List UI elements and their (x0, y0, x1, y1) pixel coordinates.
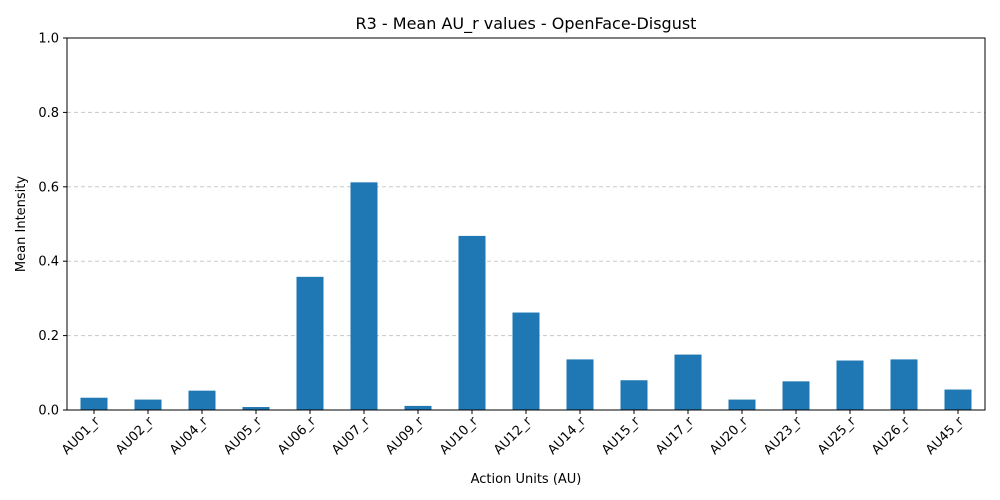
bar-au10-r (458, 235, 486, 410)
bar-au06-r (296, 276, 324, 410)
bars (80, 182, 972, 410)
bar-au09-r (404, 405, 432, 410)
bar-au02-r (134, 399, 162, 410)
x-tick-label: AU17_r (653, 414, 697, 458)
x-tick-label: AU23_r (761, 414, 805, 458)
x-tick-label: AU01_r (59, 414, 103, 458)
bar-au05-r (242, 407, 270, 410)
x-tick-label: AU20_r (707, 414, 751, 458)
bar-au25-r (836, 360, 864, 410)
y-tick-label: 0.0 (38, 404, 59, 419)
bar-au20-r (728, 399, 756, 410)
y-axis: 0.0 0.2 0.4 0.6 0.8 1.0 (38, 32, 67, 419)
bar-au26-r (890, 359, 918, 410)
bar-au17-r (674, 354, 702, 410)
x-tick-label: AU14_r (545, 414, 589, 458)
y-axis-label: Mean Intensity (14, 176, 29, 272)
bar-au12-r (512, 312, 540, 410)
x-tick-label: AU02_r (113, 414, 157, 458)
y-tick-label: 0.2 (38, 329, 59, 344)
bar-au45-r (944, 389, 972, 410)
y-tick-label: 0.8 (38, 106, 59, 121)
x-tick-label: AU05_r (221, 414, 265, 458)
x-tick-label: AU45_r (923, 414, 967, 458)
x-tick-label: AU15_r (599, 414, 643, 458)
x-tick-label: AU12_r (491, 414, 535, 458)
x-tick-label: AU07_r (329, 414, 373, 458)
x-axis: AU01_r AU02_r AU04_r AU05_r AU06_r AU07_r AU09… (59, 410, 967, 458)
bar-au07-r (350, 182, 378, 410)
y-tick-label: 0.4 (38, 255, 59, 270)
x-tick-label: AU26_r (869, 414, 913, 458)
x-tick-label: AU04_r (167, 414, 211, 458)
grid-lines (67, 111, 985, 337)
bar-au14-r (566, 359, 594, 410)
x-tick-label: AU09_r (383, 414, 427, 458)
bar-au15-r (620, 380, 648, 410)
x-tick-label: AU06_r (275, 414, 319, 458)
bar-au04-r (188, 390, 216, 410)
x-tick-label: AU10_r (437, 414, 481, 458)
bar-au01-r (80, 397, 108, 410)
x-axis-label: Action Units (AU) (471, 472, 582, 487)
y-tick-label: 1.0 (38, 32, 59, 47)
bar-au23-r (782, 381, 810, 410)
y-tick-label: 0.6 (38, 180, 59, 195)
x-tick-label: AU25_r (815, 414, 859, 458)
chart-title: R3 - Mean AU_r values - OpenFace-Disgust (356, 14, 697, 34)
